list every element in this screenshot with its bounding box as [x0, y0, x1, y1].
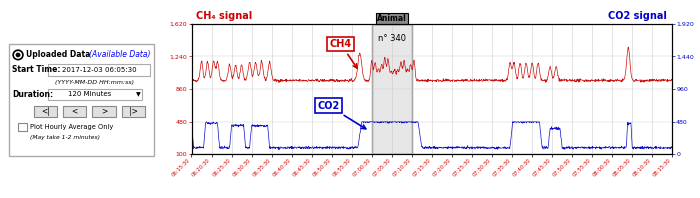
Text: Duration:: Duration:: [12, 90, 53, 99]
Text: n° 340: n° 340: [378, 33, 406, 43]
FancyBboxPatch shape: [34, 106, 57, 117]
Text: CH₄ signal: CH₄ signal: [196, 11, 253, 21]
Text: Plot Hourly Average Only: Plot Hourly Average Only: [30, 124, 113, 130]
FancyBboxPatch shape: [48, 64, 150, 76]
FancyBboxPatch shape: [92, 106, 116, 117]
Text: <|: <|: [41, 107, 50, 116]
Bar: [372, 24, 412, 154]
Text: >: >: [101, 107, 107, 116]
Text: Animal: Animal: [377, 14, 407, 23]
Text: Start Time:: Start Time:: [12, 66, 61, 74]
FancyBboxPatch shape: [63, 106, 87, 117]
Text: Uploaded Data: Uploaded Data: [26, 50, 93, 59]
Circle shape: [15, 53, 20, 57]
Text: <: <: [71, 107, 78, 116]
Text: (May take 1-2 minutes): (May take 1-2 minutes): [30, 135, 100, 140]
Text: ▼: ▼: [136, 92, 141, 97]
FancyBboxPatch shape: [9, 44, 154, 156]
Text: CO2: CO2: [318, 101, 365, 129]
Text: 120 Minutes: 120 Minutes: [68, 91, 111, 97]
Text: |>: |>: [129, 107, 138, 116]
Text: (YYYY-MM-DD HH:mm:ss): (YYYY-MM-DD HH:mm:ss): [55, 80, 134, 85]
Text: 2017-12-03 06:05:30: 2017-12-03 06:05:30: [62, 67, 136, 73]
Text: CH4: CH4: [330, 39, 357, 68]
Text: (Available Data): (Available Data): [90, 50, 151, 59]
Text: CO2 signal: CO2 signal: [608, 11, 667, 21]
FancyBboxPatch shape: [18, 123, 27, 131]
FancyBboxPatch shape: [48, 89, 142, 100]
FancyBboxPatch shape: [122, 106, 145, 117]
